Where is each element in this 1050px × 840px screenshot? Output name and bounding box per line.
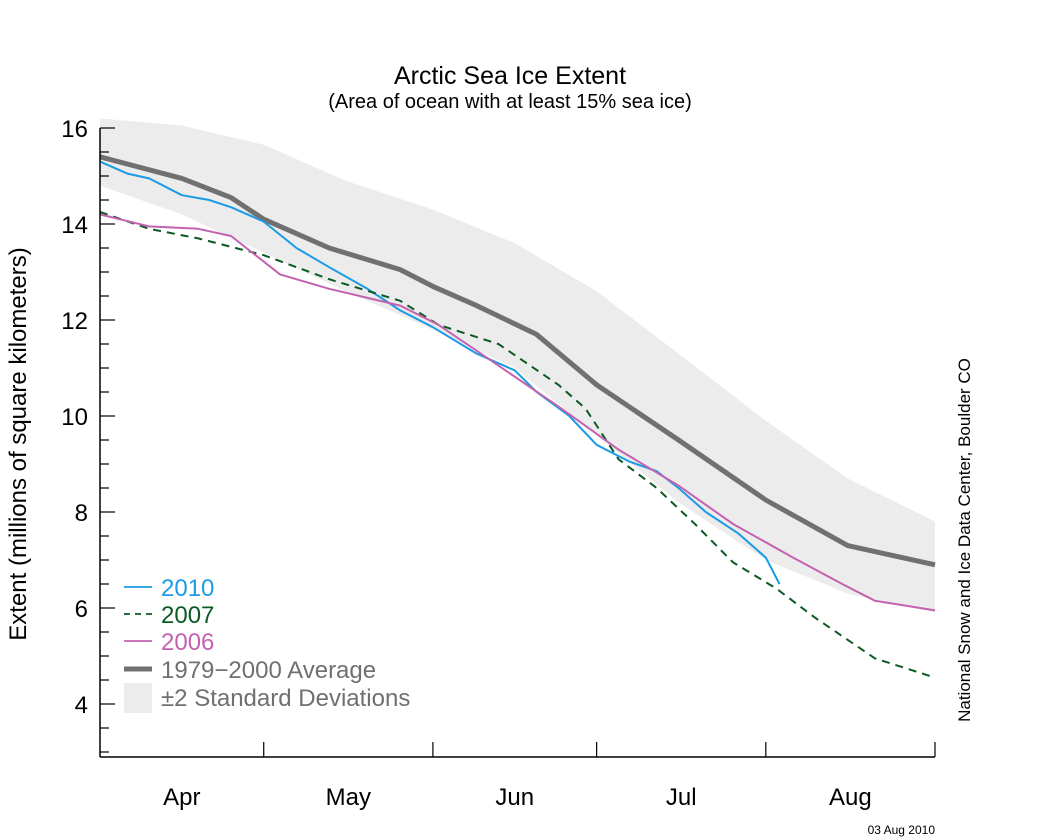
x-tick-label-apr: Apr xyxy=(163,784,200,811)
y-tick-label: 10 xyxy=(61,404,88,431)
legend-label: 2007 xyxy=(161,602,214,629)
legend-label: 2010 xyxy=(161,575,214,602)
y-tick-label: 14 xyxy=(61,212,88,239)
series-line-2006 xyxy=(99,213,936,612)
credit-text: National Snow and Ice Data Center, Bould… xyxy=(955,358,974,722)
chart-subtitle: (Area of ocean with at least 15% sea ice… xyxy=(328,91,692,113)
series-line-2010 xyxy=(99,160,781,585)
x-tick-label-jun: Jun xyxy=(495,784,534,811)
chart-title: Arctic Sea Ice Extent xyxy=(394,62,626,90)
legend-label: 2006 xyxy=(161,629,214,656)
y-tick-label: 8 xyxy=(75,500,88,527)
y-axis-label: Extent (millions of square kilometers) xyxy=(5,247,32,640)
x-tick-label-jul: Jul xyxy=(666,784,697,811)
y-tick-label: 16 xyxy=(61,116,88,143)
x-tick-label-may: May xyxy=(326,784,371,811)
y-tick-label: 6 xyxy=(75,596,88,623)
date-stamp: 03 Aug 2010 xyxy=(868,823,936,837)
series-line-1979-2000-average xyxy=(99,154,936,568)
y-tick-label: 4 xyxy=(75,692,88,719)
legend-label: 1979−2000 Average xyxy=(161,657,376,684)
legend-swatch-band xyxy=(124,683,152,713)
axes: 4 6 8 10 12 14 16 Apr May Jun Jul Aug xyxy=(61,116,936,811)
x-tick-label-aug: Aug xyxy=(829,784,872,811)
std-dev-band xyxy=(100,118,935,613)
y-tick-label: 12 xyxy=(61,308,88,335)
legend-label: ±2 Standard Deviations xyxy=(161,685,410,712)
plot-area xyxy=(99,118,936,679)
